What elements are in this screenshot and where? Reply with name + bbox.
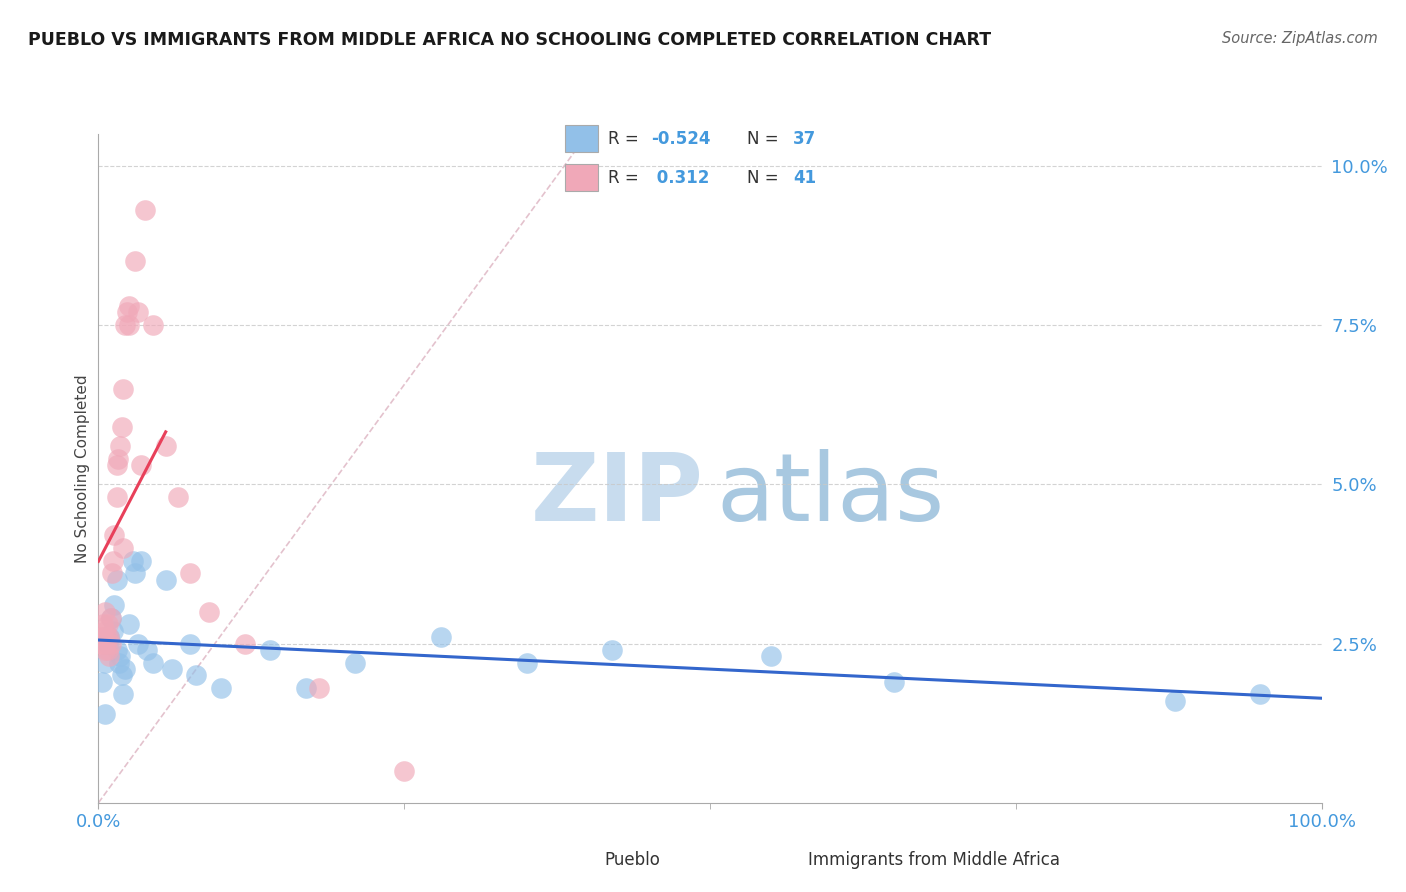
Point bbox=[100, 611, 122, 625]
Point bbox=[142, 318, 165, 332]
Point bbox=[105, 458, 128, 472]
Text: 41: 41 bbox=[793, 169, 817, 186]
Point bbox=[111, 382, 134, 396]
Point bbox=[121, 554, 143, 568]
Point bbox=[127, 305, 149, 319]
Point bbox=[98, 649, 121, 664]
Point bbox=[1164, 694, 1187, 708]
Point bbox=[127, 636, 149, 650]
Point bbox=[142, 656, 165, 670]
Point bbox=[883, 674, 905, 689]
Point bbox=[1250, 688, 1272, 702]
Point bbox=[97, 617, 120, 632]
Y-axis label: No Schooling Completed: No Schooling Completed bbox=[75, 374, 90, 563]
Point bbox=[110, 439, 132, 453]
Point bbox=[94, 636, 117, 650]
Text: atlas: atlas bbox=[716, 449, 945, 541]
Point bbox=[100, 611, 122, 625]
Point bbox=[105, 643, 128, 657]
Text: ZIP: ZIP bbox=[531, 449, 704, 541]
Text: -0.524: -0.524 bbox=[651, 130, 710, 148]
Point bbox=[111, 688, 134, 702]
Point bbox=[96, 630, 118, 644]
Point bbox=[118, 299, 141, 313]
Point bbox=[134, 203, 156, 218]
Bar bbox=[565, 125, 599, 153]
Point bbox=[124, 254, 146, 268]
Point bbox=[124, 566, 146, 581]
Point bbox=[110, 649, 132, 664]
Point bbox=[129, 554, 152, 568]
Point bbox=[101, 554, 124, 568]
Point bbox=[155, 439, 177, 453]
Point bbox=[111, 541, 134, 555]
Point bbox=[103, 528, 125, 542]
Text: Source: ZipAtlas.com: Source: ZipAtlas.com bbox=[1222, 31, 1378, 46]
Point bbox=[98, 630, 121, 644]
Point bbox=[91, 674, 114, 689]
Point bbox=[103, 599, 125, 613]
Point bbox=[209, 681, 232, 695]
Point bbox=[761, 649, 783, 664]
Point bbox=[167, 490, 190, 504]
Point bbox=[101, 624, 124, 638]
Text: N =: N = bbox=[747, 130, 785, 148]
Point bbox=[155, 573, 177, 587]
Point bbox=[160, 662, 183, 676]
Text: PUEBLO VS IMMIGRANTS FROM MIDDLE AFRICA NO SCHOOLING COMPLETED CORRELATION CHART: PUEBLO VS IMMIGRANTS FROM MIDDLE AFRICA … bbox=[28, 31, 991, 49]
Point bbox=[129, 458, 152, 472]
Point bbox=[179, 566, 201, 581]
Text: Pueblo: Pueblo bbox=[605, 851, 661, 869]
Text: R =: R = bbox=[609, 130, 644, 148]
Point bbox=[91, 630, 114, 644]
Point bbox=[97, 643, 120, 657]
Point bbox=[430, 630, 453, 644]
Point bbox=[259, 643, 281, 657]
Point bbox=[516, 656, 538, 670]
Point bbox=[90, 630, 112, 644]
Point bbox=[392, 764, 416, 778]
Point bbox=[118, 617, 141, 632]
Point bbox=[91, 636, 114, 650]
Bar bbox=[565, 164, 599, 192]
Point bbox=[118, 318, 141, 332]
Point bbox=[600, 643, 623, 657]
Point bbox=[197, 605, 219, 619]
Point bbox=[91, 617, 114, 632]
Point bbox=[93, 656, 115, 670]
Text: N =: N = bbox=[747, 169, 785, 186]
Text: 0.312: 0.312 bbox=[651, 169, 710, 186]
Point bbox=[93, 706, 115, 721]
Point bbox=[93, 643, 115, 657]
Point bbox=[93, 605, 115, 619]
Point bbox=[136, 643, 159, 657]
Point bbox=[308, 681, 330, 695]
Point bbox=[105, 490, 128, 504]
Text: R =: R = bbox=[609, 169, 644, 186]
Point bbox=[186, 668, 208, 682]
Point bbox=[114, 662, 136, 676]
Point bbox=[98, 630, 121, 644]
Point bbox=[115, 305, 138, 319]
Point bbox=[108, 656, 131, 670]
Point bbox=[93, 624, 115, 638]
Point bbox=[111, 420, 134, 434]
Point bbox=[114, 318, 136, 332]
Point bbox=[105, 573, 128, 587]
Point bbox=[107, 451, 129, 466]
Point bbox=[97, 636, 120, 650]
Text: Immigrants from Middle Africa: Immigrants from Middle Africa bbox=[808, 851, 1060, 869]
Point bbox=[344, 656, 367, 670]
Point bbox=[101, 566, 124, 581]
Point bbox=[100, 636, 122, 650]
Point bbox=[295, 681, 318, 695]
Point bbox=[111, 668, 134, 682]
Text: 37: 37 bbox=[793, 130, 817, 148]
Point bbox=[233, 636, 256, 650]
Point bbox=[179, 636, 201, 650]
